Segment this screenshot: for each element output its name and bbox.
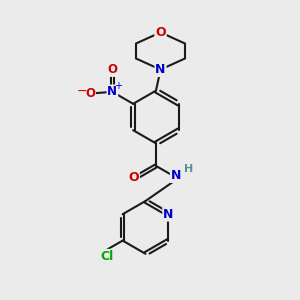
Text: −: − — [77, 85, 88, 98]
Text: Cl: Cl — [100, 250, 114, 263]
Text: N: N — [163, 208, 174, 221]
Text: O: O — [155, 26, 166, 39]
Text: O: O — [128, 171, 139, 184]
Text: O: O — [107, 63, 117, 76]
Text: N: N — [155, 63, 166, 76]
Text: O: O — [85, 87, 95, 100]
Text: N: N — [107, 85, 117, 98]
Text: H: H — [184, 164, 193, 174]
Text: +: + — [114, 81, 122, 91]
Text: N: N — [171, 169, 181, 182]
